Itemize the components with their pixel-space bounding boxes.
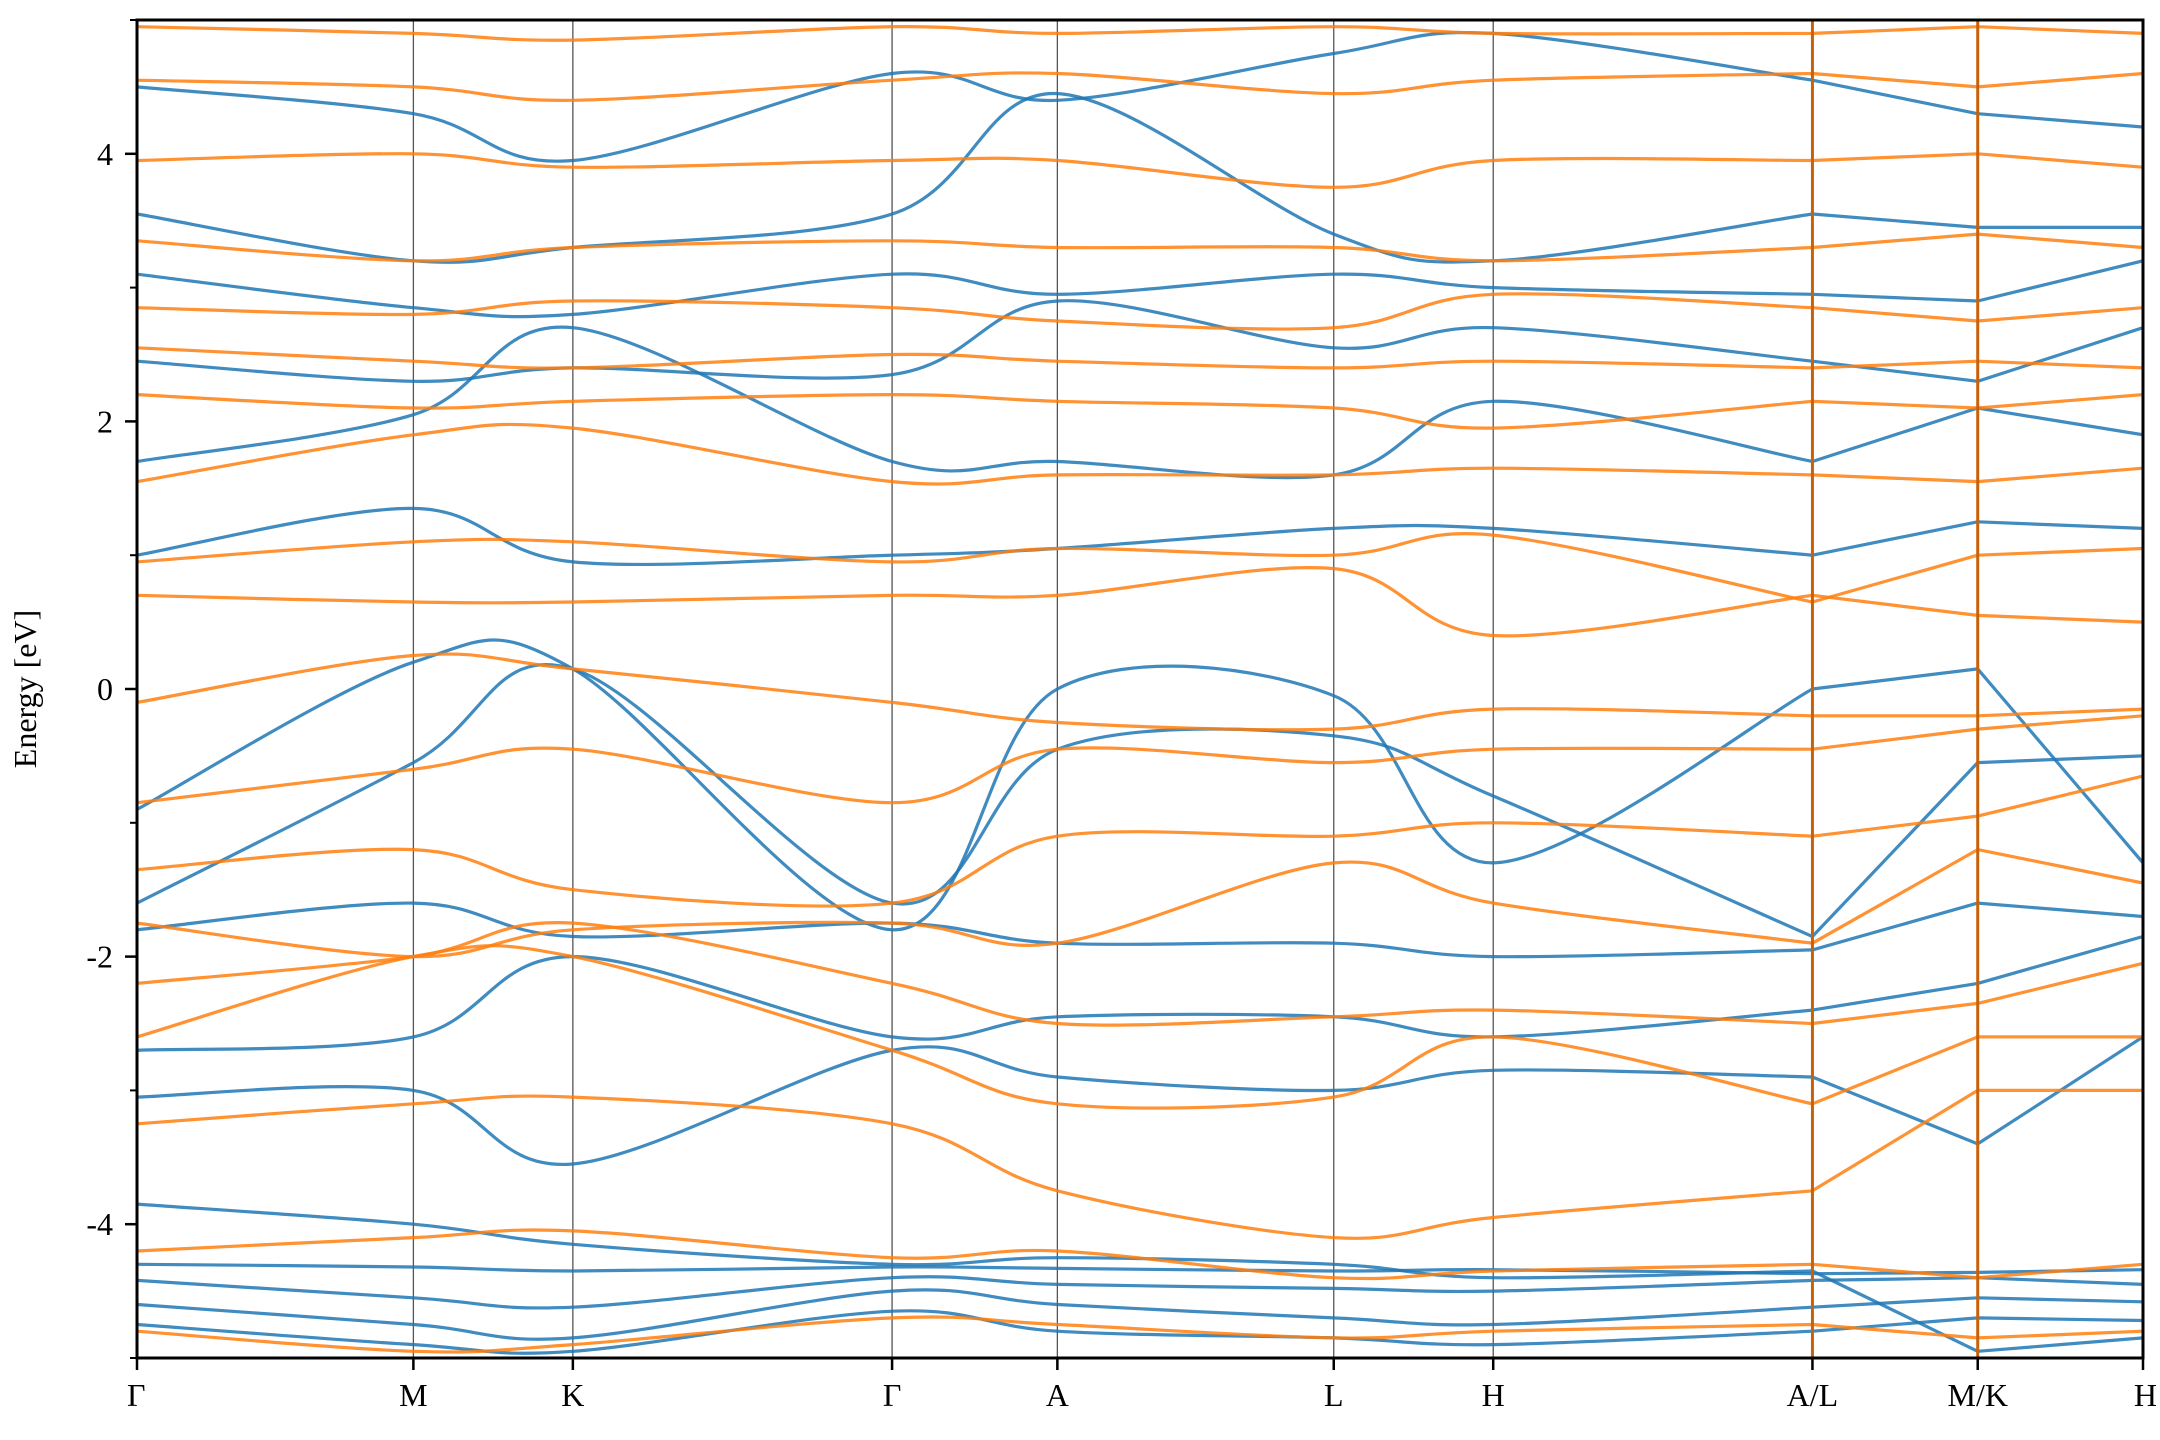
blue-band-line <box>137 299 2143 383</box>
y-tick-label: -2 <box>86 939 113 975</box>
blue-band-line <box>137 1275 2143 1310</box>
orange-band-line <box>137 24 2143 42</box>
orange-band-line <box>137 652 2143 732</box>
orange-band-line <box>137 774 2143 908</box>
y-axis-ticks: -4 -2 0 2 4 <box>86 19 137 1359</box>
orange-band-line <box>137 714 2143 805</box>
x-tick-label: L <box>1324 1377 1344 1413</box>
orange-band-line <box>137 152 2143 189</box>
y-tick-label: 4 <box>97 136 113 172</box>
orange-band-line <box>137 532 2143 604</box>
blue-band-line <box>137 901 2143 959</box>
high-symmetry-lines <box>412 20 1979 1358</box>
orange-band-line <box>137 921 2143 1027</box>
orange-band-line <box>137 393 2143 430</box>
y-tick-label: 2 <box>97 403 113 439</box>
x-tick-label: M/K <box>1947 1377 2007 1413</box>
x-axis-ticks: Γ M K Γ A L H A/L M/K H <box>127 1358 2157 1413</box>
orange-band-line <box>137 848 2143 959</box>
plot-frame <box>135 18 2145 1360</box>
x-tick-label: K <box>561 1377 584 1413</box>
orange-band-line <box>137 422 2143 486</box>
x-tick-label: Γ <box>127 1377 146 1413</box>
blue-band-line <box>137 638 2143 932</box>
orange-band-line <box>137 232 2143 263</box>
blue-band-line <box>137 506 2143 567</box>
x-tick-label: A <box>1046 1377 1069 1413</box>
orange-band-line <box>137 1315 2143 1354</box>
blue-band-line <box>137 325 2143 480</box>
x-tick-label: H <box>1482 1377 1505 1413</box>
y-tick-label: -4 <box>86 1206 113 1242</box>
blue-band-line <box>137 1288 2143 1341</box>
blue-band-line <box>137 30 2143 163</box>
orange-band-line <box>137 346 2143 370</box>
orange-band-line <box>137 1228 2143 1281</box>
orange-band-line <box>137 71 2143 102</box>
band-lines <box>137 24 2143 1355</box>
x-tick-label: M <box>399 1377 427 1413</box>
x-tick-label: Γ <box>883 1377 902 1413</box>
x-tick-label: H <box>2134 1377 2157 1413</box>
blue-band-line <box>137 663 2143 938</box>
y-axis-label: Energy [eV] <box>7 610 43 768</box>
orange-band-line <box>137 566 2143 638</box>
blue-band-line <box>137 259 2143 319</box>
orange-band-line <box>137 292 2143 331</box>
blue-band-line <box>137 1309 2143 1355</box>
y-tick-label: 0 <box>97 671 113 707</box>
path-break-lines <box>1810 20 1980 1358</box>
orange-band-line <box>137 1088 2143 1240</box>
x-tick-label: A/L <box>1787 1377 1839 1413</box>
blue-band-line <box>137 1202 2143 1353</box>
